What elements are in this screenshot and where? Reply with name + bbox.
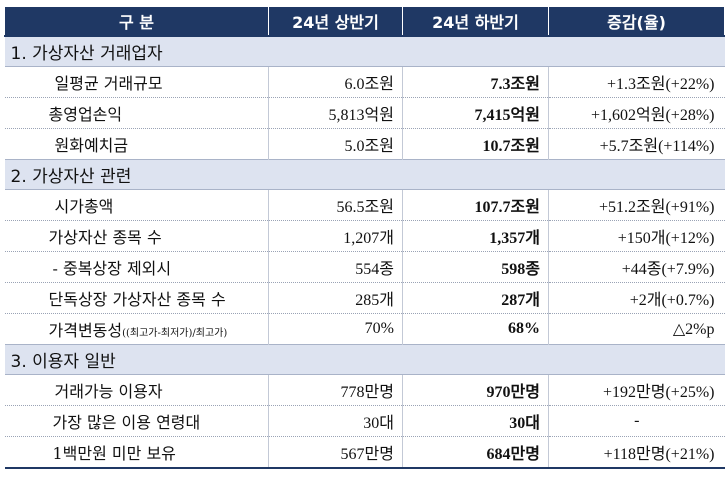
row-label-text: 1백만원 미만 보유	[53, 444, 176, 463]
cell-first-half: 285개	[269, 283, 403, 314]
cell-second-half: 684만명	[403, 437, 549, 469]
cell-change: +1,602억원(+28%)	[549, 98, 725, 129]
cell-second-half: 287개	[403, 283, 549, 314]
row-label: 가장 많은 이용 연령대	[5, 406, 269, 437]
row-label: 가상자산 종목 수	[5, 221, 269, 252]
table-row: 1백만원 미만 보유 567만명 684만명 +118만명(+21%)	[5, 437, 725, 469]
cell-second-half: 10.7조원	[403, 129, 549, 160]
row-label-text: 가장 많은 이용 연령대	[53, 413, 201, 432]
header-first-half: 24년 상반기	[269, 7, 403, 37]
row-label-text: 가격변동성	[49, 321, 123, 340]
row-label: 총영업손익	[5, 98, 269, 129]
cell-first-half: 5,813억원	[269, 98, 403, 129]
row-label-note: ((최고가-최저가)/최고가)	[122, 328, 227, 339]
cell-first-half: 778만명	[269, 375, 403, 406]
cell-second-half: 1,357개	[403, 221, 549, 252]
cell-second-half: 30대	[403, 406, 549, 437]
cell-first-half: 70%	[269, 314, 403, 345]
row-label: 단독상장 가상자산 종목 수	[5, 283, 269, 314]
row-label-text: 단독상장 가상자산 종목 수	[49, 290, 226, 309]
cell-second-half: 7,415억원	[403, 98, 549, 129]
row-label-text: 일평균 거래규모	[55, 74, 163, 93]
table-row: 가장 많은 이용 연령대 30대 30대 -	[5, 406, 725, 437]
cell-change: +44종(+7.9%)	[549, 252, 725, 283]
row-label: 일평균 거래규모	[5, 67, 269, 98]
table-row: 가상자산 종목 수 1,207개 1,357개 +150개(+12%)	[5, 221, 725, 252]
table-row: 가격변동성((최고가-최저가)/최고가) 70% 68% △2%p	[5, 314, 725, 345]
cell-change: +192만명(+25%)	[549, 375, 725, 406]
cell-change: +5.7조원(+114%)	[549, 129, 725, 160]
row-label-text: 원화예치금	[55, 136, 129, 155]
table-row: 일평균 거래규모 6.0조원 7.3조원 +1.3조원(+22%)	[5, 67, 725, 98]
stats-table-container: 구 분 24년 상반기 24년 하반기 증감(율) 1. 가상자산 거래업자 일평…	[4, 6, 724, 469]
cell-second-half: 68%	[403, 314, 549, 345]
cell-change: +51.2조원(+91%)	[549, 190, 725, 221]
header-change: 증감(율)	[549, 7, 725, 37]
cell-second-half: 970만명	[403, 375, 549, 406]
section-row: 3. 이용자 일반	[5, 345, 725, 375]
cell-first-half: 30대	[269, 406, 403, 437]
cell-first-half: 1,207개	[269, 221, 403, 252]
section-title: 2. 가상자산 관련	[5, 160, 725, 190]
table-row: 총영업손익 5,813억원 7,415억원 +1,602억원(+28%)	[5, 98, 725, 129]
cell-change: +118만명(+21%)	[549, 437, 725, 469]
stats-table: 구 분 24년 상반기 24년 하반기 증감(율) 1. 가상자산 거래업자 일평…	[4, 6, 725, 469]
cell-second-half: 598종	[403, 252, 549, 283]
cell-first-half: 56.5조원	[269, 190, 403, 221]
section-row: 2. 가상자산 관련	[5, 160, 725, 190]
cell-change: -	[549, 406, 725, 437]
table-row: - 중복상장 제외시 554종 598종 +44종(+7.9%)	[5, 252, 725, 283]
table-row: 원화예치금 5.0조원 10.7조원 +5.7조원(+114%)	[5, 129, 725, 160]
row-label: 거래가능 이용자	[5, 375, 269, 406]
header-row: 구 분 24년 상반기 24년 하반기 증감(율)	[5, 7, 725, 37]
section-row: 1. 가상자산 거래업자	[5, 36, 725, 67]
row-label-text: 총영업손익	[49, 105, 123, 124]
section-title: 3. 이용자 일반	[5, 345, 725, 375]
cell-change: +2개(+0.7%)	[549, 283, 725, 314]
row-label: - 중복상장 제외시	[5, 252, 269, 283]
section-title: 1. 가상자산 거래업자	[5, 36, 725, 67]
row-label: 원화예치금	[5, 129, 269, 160]
table-row: 거래가능 이용자 778만명 970만명 +192만명(+25%)	[5, 375, 725, 406]
row-label-text: 거래가능 이용자	[55, 382, 163, 401]
row-label-text: 가상자산 종목 수	[49, 228, 162, 247]
row-label-text: 시가총액	[55, 197, 114, 216]
row-label: 시가총액	[5, 190, 269, 221]
cell-second-half: 7.3조원	[403, 67, 549, 98]
header-category: 구 분	[5, 7, 269, 37]
cell-second-half: 107.7조원	[403, 190, 549, 221]
cell-first-half: 567만명	[269, 437, 403, 469]
cell-first-half: 5.0조원	[269, 129, 403, 160]
row-label: 1백만원 미만 보유	[5, 437, 269, 469]
table-row: 시가총액 56.5조원 107.7조원 +51.2조원(+91%)	[5, 190, 725, 221]
row-label-text: - 중복상장 제외시	[53, 259, 172, 278]
cell-first-half: 554종	[269, 252, 403, 283]
header-second-half: 24년 하반기	[403, 7, 549, 37]
cell-first-half: 6.0조원	[269, 67, 403, 98]
cell-change: +150개(+12%)	[549, 221, 725, 252]
table-row: 단독상장 가상자산 종목 수 285개 287개 +2개(+0.7%)	[5, 283, 725, 314]
row-label: 가격변동성((최고가-최저가)/최고가)	[5, 314, 269, 345]
cell-change: △2%p	[549, 314, 725, 345]
cell-change: +1.3조원(+22%)	[549, 67, 725, 98]
